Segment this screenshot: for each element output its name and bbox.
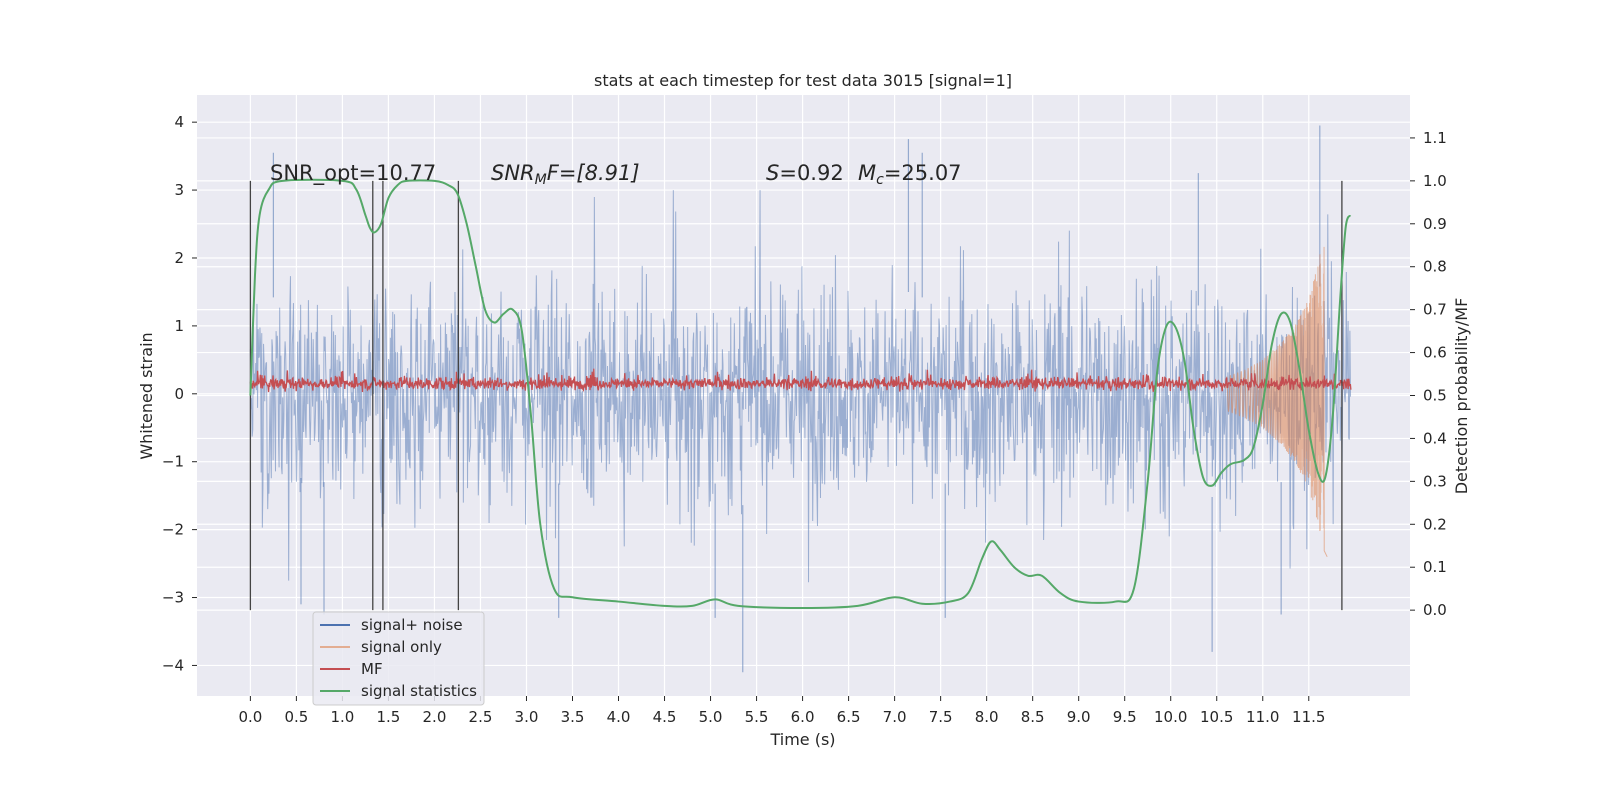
annotation-mc: Mc=25.07 bbox=[858, 161, 962, 188]
right-y-tick-label: 0.0 bbox=[1423, 601, 1447, 619]
right-y-tick-label: 0.5 bbox=[1423, 387, 1447, 405]
right-y-tick-label: 0.1 bbox=[1423, 558, 1447, 576]
left-y-tick-label: −1 bbox=[162, 453, 184, 471]
x-tick-label: 9.0 bbox=[1067, 708, 1091, 726]
annotation-s: S=0.92 bbox=[766, 161, 844, 185]
right-y-tick-label: 0.2 bbox=[1423, 515, 1447, 533]
mf-trace bbox=[249, 368, 1352, 393]
right-y-axis-ticks: 0.0 0.1 0.2 0.3 0.4 0.5 0.6 0.7 0.8 0.9 1.0 1.1 bbox=[1410, 129, 1447, 619]
x-axis-ticks: 0.0 0.5 1.0 1.5 2.0 2.5 3.0 3.5 4.0 4.5 5.0 5.5 6.0 6… bbox=[238, 696, 1325, 726]
x-tick-label: 8.5 bbox=[1021, 708, 1045, 726]
annotation-snr-mf-subscript: M bbox=[535, 172, 547, 188]
signal-statistics-line bbox=[249, 178, 1352, 610]
x-tick-label: 3.0 bbox=[515, 708, 539, 726]
annotation-snr-opt: SNR_opt=10.77 bbox=[270, 161, 436, 186]
vertical-markers bbox=[249, 180, 1343, 611]
right-y-tick-label: 0.9 bbox=[1423, 215, 1447, 233]
right-y-tick-label: 0.4 bbox=[1423, 429, 1447, 447]
left-y-tick-label: 0 bbox=[174, 385, 184, 403]
left-y-tick-label: −4 bbox=[162, 656, 184, 674]
annotation-snr-mf-value: F=[8.91] bbox=[547, 161, 640, 185]
x-tick-label: 11.5 bbox=[1292, 708, 1325, 726]
chart-title: stats at each timestep for test data 301… bbox=[594, 71, 1012, 90]
mf-series bbox=[249, 368, 1352, 393]
x-tick-label: 7.5 bbox=[929, 708, 953, 726]
right-y-axis-label: Detection probability/MF bbox=[1452, 298, 1471, 495]
x-tick-label: 0.5 bbox=[284, 708, 308, 726]
x-tick-label: 4.0 bbox=[607, 708, 631, 726]
legend: signal+ noise signal only MF signal stat… bbox=[312, 611, 485, 706]
signal-noise-series bbox=[249, 125, 1351, 673]
x-tick-label: 6.0 bbox=[791, 708, 815, 726]
annotations: SNR_opt=10.77 SNRMF=[8.91] S=0.92 Mc=25.… bbox=[270, 161, 962, 188]
annotation-snr-mf: SNRMF=[8.91] bbox=[491, 161, 640, 188]
x-tick-label: 10.5 bbox=[1200, 708, 1233, 726]
legend-box bbox=[312, 611, 485, 706]
right-y-tick-label: 0.7 bbox=[1423, 301, 1447, 319]
right-y-tick-label: 1.0 bbox=[1423, 172, 1447, 190]
x-tick-label: 1.5 bbox=[376, 708, 400, 726]
annotation-mc-subscript: c bbox=[876, 172, 884, 188]
legend-label-signal-statistics: signal statistics bbox=[361, 682, 477, 700]
x-axis-label: Time (s) bbox=[769, 730, 835, 749]
annotation-s-value: =0.92 bbox=[779, 161, 843, 185]
x-tick-label: 9.5 bbox=[1113, 708, 1137, 726]
x-tick-label: 10.0 bbox=[1154, 708, 1187, 726]
signal-statistics-series bbox=[249, 178, 1352, 610]
right-y-tick-label: 1.1 bbox=[1423, 129, 1447, 147]
annotation-s-symbol: S bbox=[766, 161, 779, 185]
left-y-tick-label: 2 bbox=[174, 249, 184, 267]
right-y-tick-label: 0.8 bbox=[1423, 258, 1447, 276]
x-tick-label: 5.0 bbox=[699, 708, 723, 726]
legend-label-mf: MF bbox=[361, 660, 383, 678]
left-y-axis-label: Whitened strain bbox=[137, 332, 156, 459]
annotation-snr-mf-symbol: SNR bbox=[491, 161, 535, 185]
x-tick-label: 1.0 bbox=[330, 708, 354, 726]
x-tick-label: 4.5 bbox=[653, 708, 677, 726]
x-tick-label: 5.5 bbox=[745, 708, 769, 726]
left-y-axis-ticks: −4 −3 −2 −1 0 1 2 3 4 bbox=[162, 113, 197, 674]
x-tick-label: 2.0 bbox=[423, 708, 447, 726]
x-tick-label: 6.5 bbox=[837, 708, 861, 726]
left-y-tick-label: 4 bbox=[174, 113, 184, 131]
x-tick-label: 8.0 bbox=[975, 708, 999, 726]
x-tick-label: 7.0 bbox=[883, 708, 907, 726]
annotation-mc-value: =25.07 bbox=[884, 161, 962, 185]
right-y-tick-label: 0.3 bbox=[1423, 472, 1447, 490]
left-y-tick-label: 3 bbox=[174, 181, 184, 199]
right-y-tick-label: 0.6 bbox=[1423, 344, 1447, 362]
legend-label-signal-noise: signal+ noise bbox=[361, 616, 463, 634]
left-y-tick-label: −3 bbox=[162, 589, 184, 607]
x-tick-label: 2.5 bbox=[469, 708, 493, 726]
x-tick-label: 0.0 bbox=[238, 708, 262, 726]
x-tick-label: 11.0 bbox=[1246, 708, 1279, 726]
signal-noise-trace bbox=[249, 190, 1351, 583]
left-y-tick-label: 1 bbox=[174, 317, 184, 335]
annotation-mc-symbol: M bbox=[858, 161, 876, 185]
left-y-tick-label: −2 bbox=[162, 521, 184, 539]
x-tick-label: 3.5 bbox=[561, 708, 585, 726]
legend-label-signal-only: signal only bbox=[361, 638, 442, 656]
